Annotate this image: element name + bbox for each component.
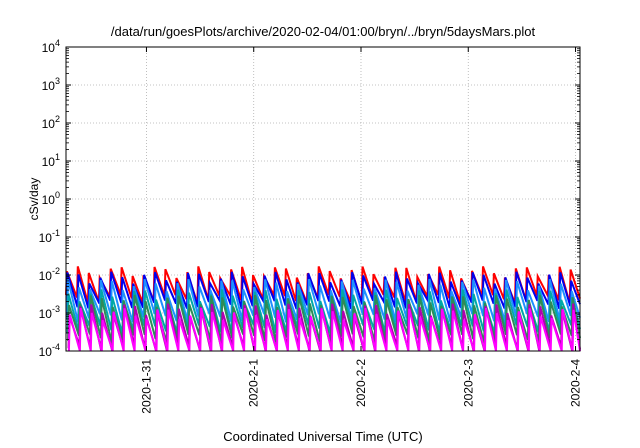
x-tick-label: 2020-1-31 — [139, 359, 153, 414]
x-tick-label: 2020-2-2 — [354, 359, 368, 407]
y-tick-label: 10-1 — [39, 228, 60, 245]
y-tick-label: 103 — [42, 76, 60, 93]
y-tick-label: 100 — [42, 190, 60, 207]
y-tick-label: 10-4 — [39, 342, 60, 359]
series-group — [65, 266, 581, 352]
y-axis-label: cSv/day — [27, 178, 41, 221]
y-tick-label: 101 — [42, 152, 60, 169]
x-tick-label: 2020-2-3 — [461, 359, 475, 407]
x-axis: 2020-1-31 2020-2-1 2020-2-2 2020-2-3 2020-2-… — [139, 47, 583, 414]
y-tick-label: 10-3 — [39, 304, 60, 321]
y-tick-label: 102 — [42, 114, 60, 131]
y-tick-label: 10-2 — [39, 266, 60, 283]
series-line-7 — [67, 307, 581, 352]
y-tick-label: 104 — [42, 38, 60, 55]
x-axis-label: Coordinated Universal Time (UTC) — [223, 429, 422, 444]
x-tick-label: 2020-2-4 — [569, 359, 583, 407]
chart-title: /data/run/goesPlots/archive/2020-02-04/0… — [111, 24, 536, 39]
x-tick-label: 2020-2-1 — [247, 359, 261, 407]
